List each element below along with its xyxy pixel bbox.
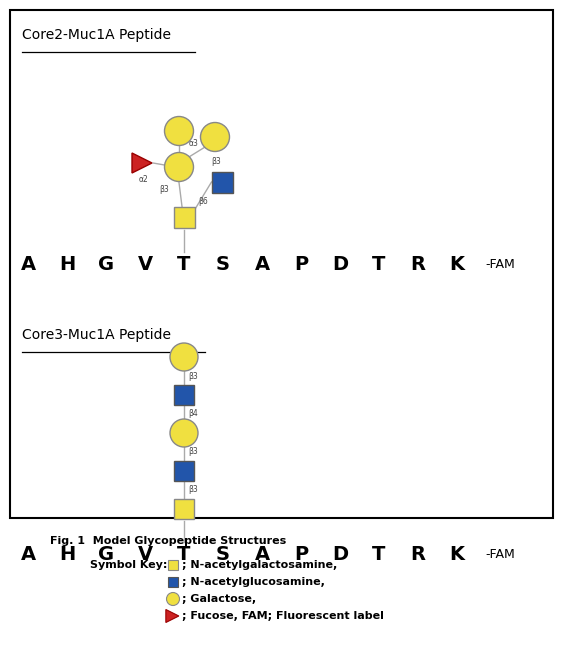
Text: -FAM: -FAM: [485, 549, 515, 562]
Text: A: A: [20, 545, 35, 564]
Circle shape: [167, 592, 180, 605]
Text: H: H: [59, 255, 75, 274]
Text: G: G: [98, 545, 114, 564]
Text: G: G: [98, 255, 114, 274]
Bar: [168, 560, 178, 570]
Text: α3: α3: [189, 140, 199, 148]
Text: K: K: [449, 255, 464, 274]
Circle shape: [200, 123, 230, 151]
Bar: [174, 385, 194, 405]
Text: P: P: [294, 255, 308, 274]
Text: A: A: [254, 545, 270, 564]
Text: A: A: [20, 255, 35, 274]
Text: S: S: [216, 255, 230, 274]
Text: P: P: [294, 545, 308, 564]
Text: Fig. 1  Model Glycopeptide Structures: Fig. 1 Model Glycopeptide Structures: [50, 536, 286, 546]
Text: β3: β3: [159, 185, 169, 193]
Text: Core2-Muc1A Peptide: Core2-Muc1A Peptide: [22, 28, 171, 42]
Bar: [174, 461, 194, 481]
Circle shape: [164, 116, 194, 146]
Text: -FAM: -FAM: [485, 259, 515, 272]
Circle shape: [170, 419, 198, 447]
Text: V: V: [137, 545, 153, 564]
Polygon shape: [132, 153, 152, 173]
Text: R: R: [410, 255, 426, 274]
Text: β6: β6: [198, 197, 208, 206]
Text: β4: β4: [188, 409, 198, 419]
Text: α2: α2: [139, 174, 149, 183]
Text: ; N-acetylglucosamine,: ; N-acetylglucosamine,: [182, 577, 325, 587]
Text: T: T: [177, 255, 191, 274]
Bar: [174, 499, 194, 519]
Text: R: R: [410, 545, 426, 564]
Text: S: S: [216, 545, 230, 564]
Text: ; Fucose, FAM; Fluorescent label: ; Fucose, FAM; Fluorescent label: [182, 611, 384, 621]
Circle shape: [170, 343, 198, 371]
Polygon shape: [166, 609, 179, 622]
Text: A: A: [254, 255, 270, 274]
Text: T: T: [177, 545, 191, 564]
Bar: [212, 172, 233, 193]
Text: ; Galactose,: ; Galactose,: [182, 594, 256, 604]
Text: Core3-Muc1A Peptide: Core3-Muc1A Peptide: [22, 328, 171, 342]
Circle shape: [164, 153, 194, 182]
Text: V: V: [137, 255, 153, 274]
Text: ; N-acetylgalactosamine,: ; N-acetylgalactosamine,: [182, 560, 337, 570]
Text: Symbol Key:: Symbol Key:: [90, 560, 167, 570]
Text: H: H: [59, 545, 75, 564]
Bar: [10, 10, 553, 518]
Text: β3: β3: [211, 157, 221, 165]
Text: K: K: [449, 545, 464, 564]
Text: β3: β3: [188, 485, 198, 494]
Text: β3: β3: [188, 447, 198, 456]
Bar: [168, 577, 178, 587]
Text: D: D: [332, 255, 348, 274]
Text: T: T: [372, 255, 386, 274]
Text: D: D: [332, 545, 348, 564]
Bar: [173, 206, 194, 227]
Text: T: T: [372, 545, 386, 564]
Text: β3: β3: [188, 372, 198, 381]
